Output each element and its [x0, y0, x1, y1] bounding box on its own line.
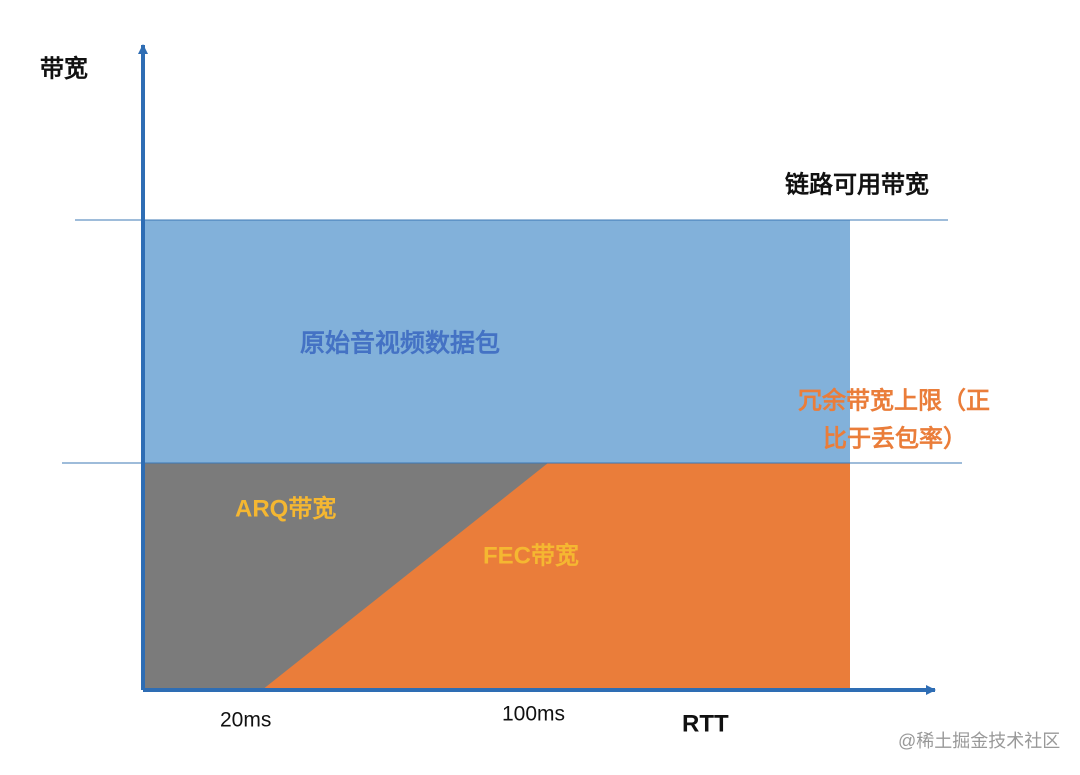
arq-label: ARQ带宽: [235, 494, 336, 522]
original-region: [145, 220, 850, 463]
x-axis-label: RTT: [682, 710, 729, 737]
y-axis-label: 带宽: [40, 54, 88, 82]
fec-region: [262, 463, 850, 690]
link-bandwidth-label: 链路可用带宽: [785, 170, 929, 198]
fec-label: FEC带宽: [483, 541, 579, 569]
x-tick-label: 20ms: [220, 709, 271, 732]
redundancy-label: 冗余带宽上限（正: [798, 386, 990, 414]
redundancy-label: 比于丢包率）: [823, 424, 967, 452]
x-tick-label: 100ms: [502, 703, 565, 726]
watermark: @稀土掘金技术社区: [898, 731, 1060, 751]
original-label: 原始音视频数据包: [300, 329, 500, 358]
